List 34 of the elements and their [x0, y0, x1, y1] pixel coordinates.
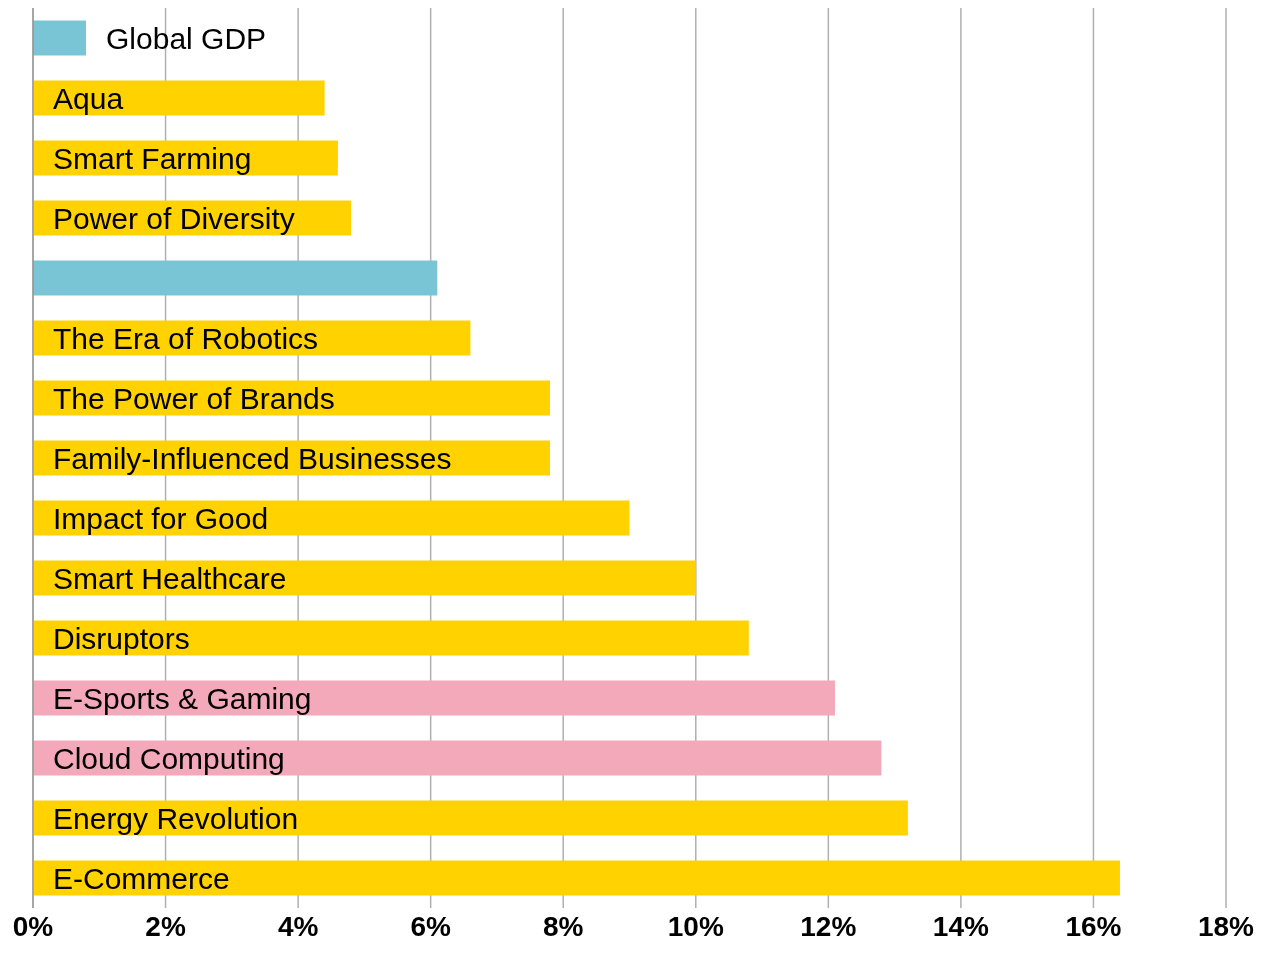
y-tick-label: Power of Diversity [53, 201, 295, 235]
x-tick-label: 8% [542, 910, 584, 942]
x-tick-label: 10% [667, 910, 724, 942]
y-tick-label: E-Sports & Gaming [53, 681, 312, 715]
x-tick-label: 2% [145, 910, 186, 942]
bar [33, 860, 1120, 896]
y-tick-label: Smart Healthcare [53, 561, 287, 595]
bar [33, 620, 749, 656]
y-tick-label: Impact for Good [53, 501, 269, 535]
y-tick-label: The Era of Robotics [53, 321, 319, 355]
y-tick-label: The Power of Brands [53, 381, 335, 415]
y-tick-label: E-Commerce [53, 861, 230, 895]
y-tick-label: Energy Revolution [53, 801, 299, 835]
bar [33, 20, 87, 56]
bar [33, 260, 438, 296]
y-tick-label: Family-Influenced Businesses [53, 441, 452, 475]
y-tick-label: Disruptors [53, 621, 190, 655]
bar [33, 80, 325, 116]
bar [33, 800, 908, 836]
bar [33, 740, 882, 776]
bar [33, 500, 630, 536]
y-tick-label: Aqua [53, 81, 124, 115]
x-tick-label: 6% [410, 910, 451, 942]
x-tick-label: 0% [12, 910, 54, 942]
y-tick-label: Cloud Computing [53, 741, 285, 775]
x-tick-label: 18% [1197, 910, 1255, 942]
x-tick-label: 16% [1065, 910, 1122, 942]
x-tick-label: 14% [932, 910, 990, 942]
x-tick-label: 12% [800, 910, 857, 942]
x-tick-label: 4% [277, 910, 319, 942]
bar [33, 560, 696, 596]
y-tick-label: Smart Farming [53, 141, 252, 175]
bar [33, 680, 835, 716]
y-tick-label: Global GDP [106, 21, 267, 55]
